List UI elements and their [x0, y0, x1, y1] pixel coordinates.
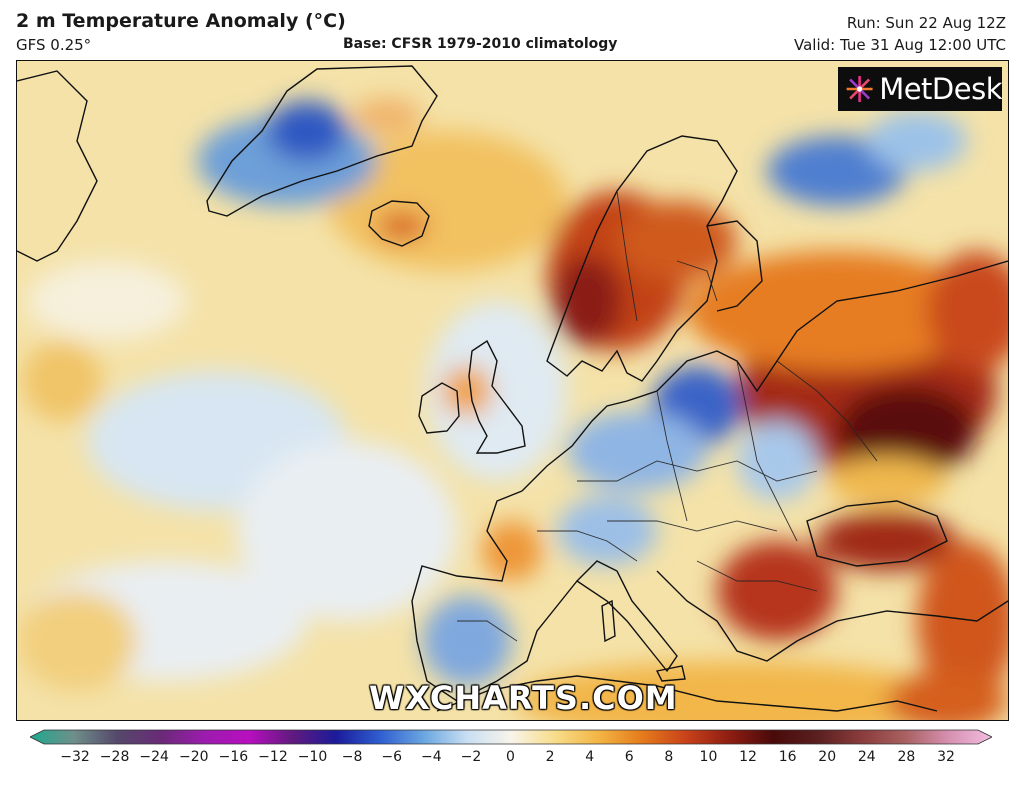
color-scale-tick-label: −16: [218, 749, 249, 765]
base-climatology-label: Base: CFSR 1979-2010 climatology: [343, 36, 618, 52]
color-scale-tick-label: −28: [99, 749, 130, 765]
metdesk-logo: MetDesk: [838, 67, 1002, 111]
color-scale-ticks: −32 −28 −24 −20 −16 −12 −10 −8 −6 −4 −2 0 2 4 6 8 10 12 16…: [0, 749, 1024, 769]
map-title: 2 m Temperature Anomaly (°C): [16, 10, 346, 32]
color-scale-tick-label: 28: [897, 749, 916, 765]
color-scale-tick-label: 10: [699, 749, 718, 765]
color-scale-tick-label: −2: [460, 749, 482, 765]
color-scale-bar: [30, 729, 992, 745]
starburst-icon: [846, 76, 873, 102]
color-scale-tick-label: 0: [506, 749, 515, 765]
color-scale-tick-label: −24: [139, 749, 169, 765]
valid-time-label: Valid: Tue 31 Aug 12:00 UTC: [794, 36, 1006, 54]
color-scale-tick-label: 12: [739, 749, 757, 765]
color-scale-tick-label: −20: [178, 749, 209, 765]
color-scale-tick-label: −6: [381, 749, 403, 765]
color-scale-tick-label: −10: [297, 749, 328, 765]
color-scale-tick-label: −12: [258, 749, 288, 765]
color-scale-tick-label: 20: [818, 749, 837, 765]
watermark: WXCHARTS.COM: [369, 679, 678, 717]
coastlines: [17, 65, 1008, 712]
anomaly-map[interactable]: MetDesk WXCHARTS.COM: [16, 60, 1009, 721]
color-scale-tick-label: −32: [60, 749, 90, 765]
color-scale-tick-label: 32: [937, 749, 955, 765]
color-scale-tick-label: 16: [778, 749, 797, 765]
map-canvas: [17, 61, 1008, 720]
color-scale-tick-label: −4: [420, 749, 442, 765]
color-scale-tick-label: 24: [857, 749, 876, 765]
run-time-label: Run: Sun 22 Aug 12Z: [846, 14, 1006, 32]
color-scale-tick-label: 4: [585, 749, 595, 765]
country-borders: [457, 190, 878, 642]
color-scale-tick-label: 6: [624, 749, 634, 765]
logo-text: MetDesk: [879, 72, 1002, 106]
color-scale-tick-label: 8: [664, 749, 674, 765]
anomaly-field: [17, 98, 1008, 720]
model-label: GFS 0.25°: [16, 36, 92, 54]
color-scale-gradient: [30, 729, 992, 745]
color-scale-tick-label: −8: [341, 749, 363, 765]
color-scale-tick-label: 2: [545, 749, 555, 765]
